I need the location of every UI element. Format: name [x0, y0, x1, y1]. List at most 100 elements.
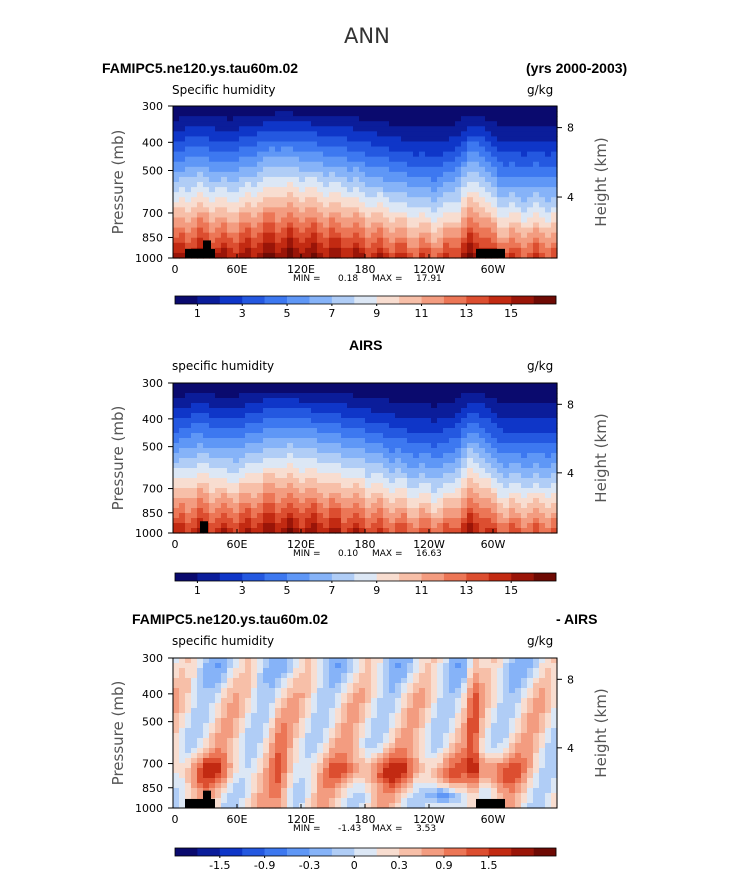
field-cell [197, 738, 204, 744]
field-cell [521, 398, 528, 404]
field-cell [425, 513, 432, 519]
field-cell [329, 703, 336, 709]
field-cell [245, 222, 252, 229]
field-cell [173, 528, 180, 534]
field-cell [383, 136, 390, 143]
field-cell [197, 663, 204, 669]
field-cell [317, 126, 324, 132]
field-cell [239, 518, 246, 524]
field-cell [341, 388, 348, 394]
field-cell [281, 247, 288, 254]
field-cell [377, 528, 384, 534]
field-cell [269, 718, 276, 724]
field-cell [455, 222, 462, 229]
field-cell [191, 408, 198, 414]
field-cell [269, 783, 276, 789]
field-cell [509, 393, 516, 399]
field-cell [425, 131, 432, 137]
field-cell [311, 423, 318, 429]
field-cell [515, 413, 522, 419]
field-cell [383, 443, 390, 449]
field-cell [311, 141, 318, 148]
field-cell [233, 503, 240, 509]
field-cell [521, 222, 528, 229]
field-cell [299, 232, 306, 239]
field-cell [173, 141, 180, 148]
field-cell [179, 187, 186, 193]
field-cell [461, 106, 468, 112]
field-cell [323, 478, 330, 484]
field-cell [329, 528, 336, 534]
field-cell [515, 222, 522, 229]
field-cell [227, 663, 234, 669]
field-cell [281, 453, 288, 459]
field-cell [185, 443, 192, 449]
field-cell [329, 121, 336, 127]
field-cell [443, 503, 450, 509]
field-cell [497, 161, 504, 168]
field-cell [551, 468, 558, 474]
field-cell [179, 478, 186, 484]
field-cell [545, 212, 552, 219]
field-cell [359, 443, 366, 449]
field-cell [173, 227, 180, 234]
field-cell [311, 773, 318, 779]
field-cell [191, 176, 198, 183]
field-cell [413, 237, 420, 244]
field-cell [299, 683, 306, 689]
field-cell [239, 187, 246, 193]
field-cell [551, 463, 558, 469]
field-cell [257, 483, 264, 489]
field-cell [365, 182, 372, 188]
field-cell [359, 803, 366, 809]
field-cell [191, 393, 198, 399]
field-cell [359, 222, 366, 229]
field-cell [221, 493, 228, 499]
field-cell [245, 478, 252, 484]
stats-min-value: 0.18 [338, 274, 358, 284]
field-cell [341, 713, 348, 719]
field-cell [257, 773, 264, 779]
field-cell [551, 448, 558, 454]
field-cell [239, 758, 246, 764]
field-cell [455, 207, 462, 213]
field-cell [263, 156, 270, 163]
field-cell [263, 683, 270, 689]
field-cell [401, 398, 408, 404]
field-cell [305, 508, 312, 514]
field-cell [341, 423, 348, 429]
field-cell [455, 438, 462, 444]
field-cell [383, 161, 390, 168]
field-cell [251, 488, 258, 494]
field-cell [311, 403, 318, 409]
field-cell [533, 176, 540, 183]
field-cell [467, 131, 474, 137]
field-cell [179, 106, 186, 112]
field-cell [221, 673, 228, 679]
field-cell [245, 683, 252, 689]
field-cell [197, 141, 204, 148]
field-cell [329, 237, 336, 244]
colorbar-tick-label: 3 [239, 584, 246, 597]
field-cell [431, 518, 438, 524]
field-cell [521, 463, 528, 469]
field-cell [293, 723, 300, 729]
field-cell [245, 438, 252, 444]
field-cell [311, 156, 318, 163]
field-cell [233, 713, 240, 719]
field-cell [383, 493, 390, 499]
field-cell [257, 498, 264, 504]
field-cell [431, 166, 438, 173]
field-cell [185, 182, 192, 188]
colorbar-swatch [175, 573, 198, 581]
field-cell [353, 803, 360, 809]
field-cell [179, 423, 186, 429]
field-cell [335, 513, 342, 519]
field-cell [353, 156, 360, 163]
field-cell [413, 478, 420, 484]
field-cell [407, 237, 414, 244]
field-cell [317, 698, 324, 704]
field-cell [365, 161, 372, 168]
field-cell [443, 408, 450, 414]
